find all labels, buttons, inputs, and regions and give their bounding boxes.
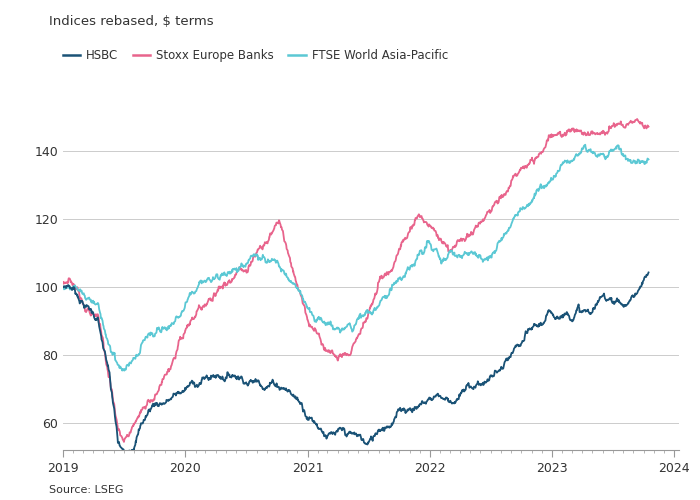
Text: Indices rebased, $ terms: Indices rebased, $ terms — [49, 15, 214, 28]
Text: Source: LSEG: Source: LSEG — [49, 485, 123, 495]
Legend: HSBC, Stoxx Europe Banks, FTSE World Asia-Pacific: HSBC, Stoxx Europe Banks, FTSE World Asi… — [63, 49, 448, 62]
